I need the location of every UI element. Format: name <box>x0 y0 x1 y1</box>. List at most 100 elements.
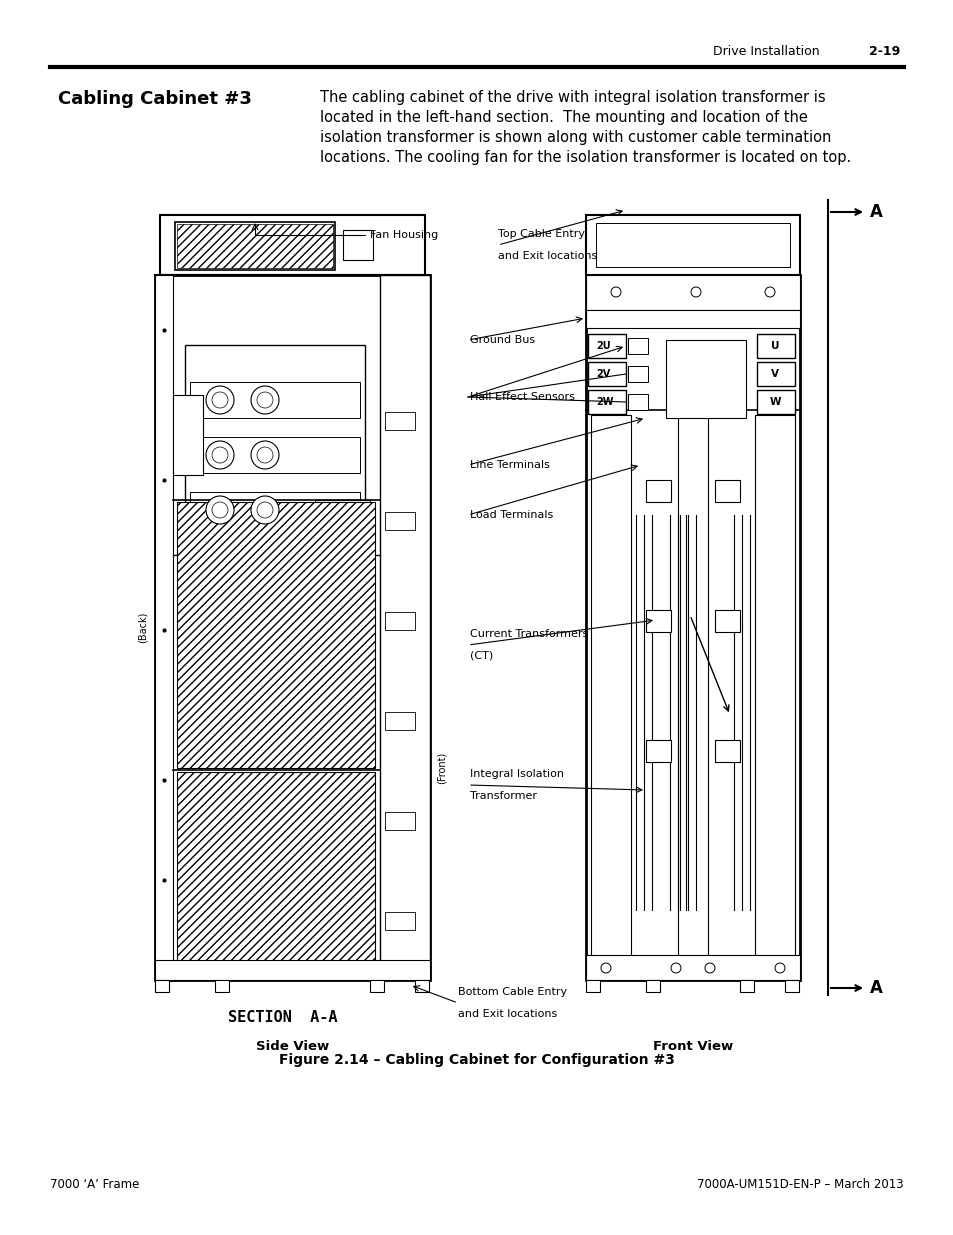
Text: Transformer: Transformer <box>470 790 537 802</box>
Text: U: U <box>770 341 779 351</box>
Circle shape <box>251 441 278 469</box>
Text: (Front): (Front) <box>436 751 447 784</box>
Text: located in the left-hand section.  The mounting and location of the: located in the left-hand section. The mo… <box>319 110 807 125</box>
Circle shape <box>690 287 700 296</box>
Circle shape <box>256 447 273 463</box>
Bar <box>385 412 415 430</box>
Bar <box>585 215 800 275</box>
Text: Load Terminals: Load Terminals <box>470 510 553 520</box>
Bar <box>343 230 373 261</box>
Bar <box>754 415 794 974</box>
Text: 2U: 2U <box>596 341 610 351</box>
Bar <box>585 310 800 329</box>
Bar <box>385 911 415 930</box>
Text: W: W <box>768 396 780 408</box>
Bar <box>190 382 359 417</box>
Text: Front View: Front View <box>652 1040 732 1053</box>
Circle shape <box>774 963 784 973</box>
Circle shape <box>670 963 680 973</box>
Bar <box>190 437 359 473</box>
Text: Figure 2.14 – Cabling Cabinet for Configuration #3: Figure 2.14 – Cabling Cabinet for Config… <box>279 1053 674 1067</box>
Circle shape <box>212 391 228 408</box>
Bar <box>590 415 630 974</box>
Circle shape <box>251 496 278 524</box>
Text: Cabling Cabinet #3: Cabling Cabinet #3 <box>58 90 252 107</box>
Text: and Exit locations: and Exit locations <box>497 251 597 261</box>
Bar <box>645 610 670 632</box>
Bar <box>379 275 430 981</box>
Text: Ground Bus: Ground Bus <box>470 335 535 345</box>
Text: and Exit locations: and Exit locations <box>457 1009 557 1019</box>
Bar <box>714 610 740 632</box>
Bar <box>385 811 415 830</box>
Bar <box>160 215 424 275</box>
Circle shape <box>212 447 228 463</box>
Bar <box>714 740 740 762</box>
Text: Bottom Cable Entry: Bottom Cable Entry <box>457 987 566 997</box>
Bar <box>385 713 415 730</box>
Bar <box>214 981 229 992</box>
Circle shape <box>206 441 233 469</box>
Text: (Back): (Back) <box>138 611 148 643</box>
Bar <box>585 275 800 310</box>
Text: A: A <box>869 203 882 221</box>
Text: The cabling cabinet of the drive with integral isolation transformer is: The cabling cabinet of the drive with in… <box>319 90 824 105</box>
Bar <box>185 345 365 545</box>
Bar <box>757 390 794 414</box>
Text: Fan Housing: Fan Housing <box>370 230 437 240</box>
Bar <box>665 340 745 417</box>
Text: Drive Installation: Drive Installation <box>713 44 820 58</box>
Bar <box>585 981 599 992</box>
Text: 7000 ‘A’ Frame: 7000 ‘A’ Frame <box>50 1178 139 1192</box>
Circle shape <box>704 963 714 973</box>
Bar <box>177 501 375 768</box>
Bar <box>177 224 333 268</box>
Bar <box>174 222 335 270</box>
Circle shape <box>610 287 620 296</box>
Circle shape <box>206 387 233 414</box>
Bar <box>678 415 707 974</box>
Bar <box>587 333 625 358</box>
Bar <box>154 275 172 981</box>
Text: Hall Effect Sensors: Hall Effect Sensors <box>470 391 575 403</box>
Text: 2W: 2W <box>596 396 613 408</box>
Bar <box>645 740 670 762</box>
Circle shape <box>212 501 228 517</box>
Text: isolation transformer is shown along with customer cable termination: isolation transformer is shown along wit… <box>319 130 830 144</box>
Text: A: A <box>869 979 882 997</box>
Bar <box>757 362 794 387</box>
Bar <box>587 390 625 414</box>
Text: Top Cable Entry: Top Cable Entry <box>497 228 584 240</box>
Bar <box>172 395 203 475</box>
Text: 2-19: 2-19 <box>868 44 899 58</box>
Text: Line Terminals: Line Terminals <box>470 459 549 471</box>
Bar <box>385 613 415 630</box>
Text: Current Transformers: Current Transformers <box>470 629 588 638</box>
Circle shape <box>600 963 610 973</box>
Bar <box>627 394 647 410</box>
Circle shape <box>764 287 774 296</box>
Bar <box>740 981 753 992</box>
Text: Integral Isolation: Integral Isolation <box>470 769 563 779</box>
Bar <box>784 981 799 992</box>
Bar <box>627 338 647 354</box>
Bar <box>415 981 429 992</box>
Text: 7000A-UM151D-EN-P – March 2013: 7000A-UM151D-EN-P – March 2013 <box>697 1178 903 1192</box>
Text: (CT): (CT) <box>470 651 493 661</box>
Bar <box>154 275 430 981</box>
Bar <box>596 224 789 267</box>
Bar <box>585 955 800 981</box>
Text: SECTION  A-A: SECTION A-A <box>228 1010 337 1025</box>
Text: 2V: 2V <box>596 369 610 379</box>
Bar <box>314 500 370 540</box>
Bar <box>585 275 800 981</box>
Circle shape <box>256 391 273 408</box>
Circle shape <box>256 501 273 517</box>
Circle shape <box>206 496 233 524</box>
Bar <box>627 366 647 382</box>
Bar <box>757 333 794 358</box>
Bar <box>190 492 359 529</box>
Text: V: V <box>770 369 779 379</box>
Circle shape <box>251 387 278 414</box>
Bar <box>385 513 415 530</box>
